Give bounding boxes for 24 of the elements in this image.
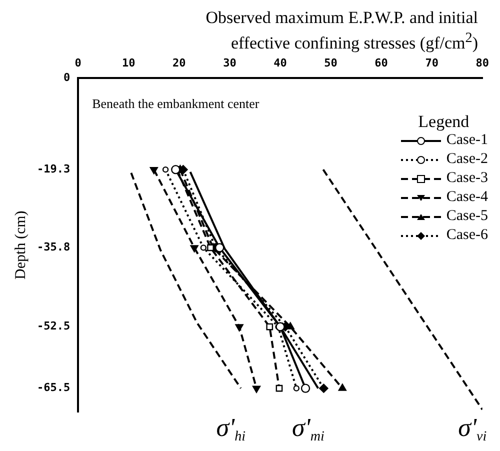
legend-label: Case-3 [446, 169, 488, 188]
x-tick-label: 0 [74, 56, 82, 70]
x-tick-label: 60 [374, 56, 388, 70]
y-tick-label: 0 [63, 70, 70, 84]
y-tick-label: -35.8 [36, 240, 70, 254]
legend-label: Case-4 [446, 188, 488, 207]
y-axis-title: Depth (cm) [12, 210, 29, 280]
y-tick-label: -52.5 [36, 319, 70, 332]
x-tick-label: 40 [274, 56, 287, 70]
x-tick-label: 50 [324, 56, 338, 70]
y-tick-label: -19.3 [36, 162, 70, 176]
x-tick-label: 80 [476, 56, 489, 70]
x-tick-label: 10 [122, 56, 136, 70]
legend-label: Case-1 [446, 131, 488, 150]
chart-title: Observed maximum E.P.W.P. and initial effective confining stresses (gf/cm$^{2}$) [204, 8, 478, 54]
legend-label: Case-5 [446, 207, 488, 226]
legend-label: Case-6 [446, 226, 488, 245]
legend-title: Legend [417, 112, 470, 131]
legend-label: Case-2 [446, 150, 488, 169]
annotation: Beneath the embankment center [92, 96, 260, 111]
x-tick-label: 20 [172, 56, 186, 70]
x-tick-label: 30 [223, 56, 236, 70]
x-tick-label: 70 [425, 56, 438, 70]
y-tick-label: -65.5 [36, 380, 70, 394]
